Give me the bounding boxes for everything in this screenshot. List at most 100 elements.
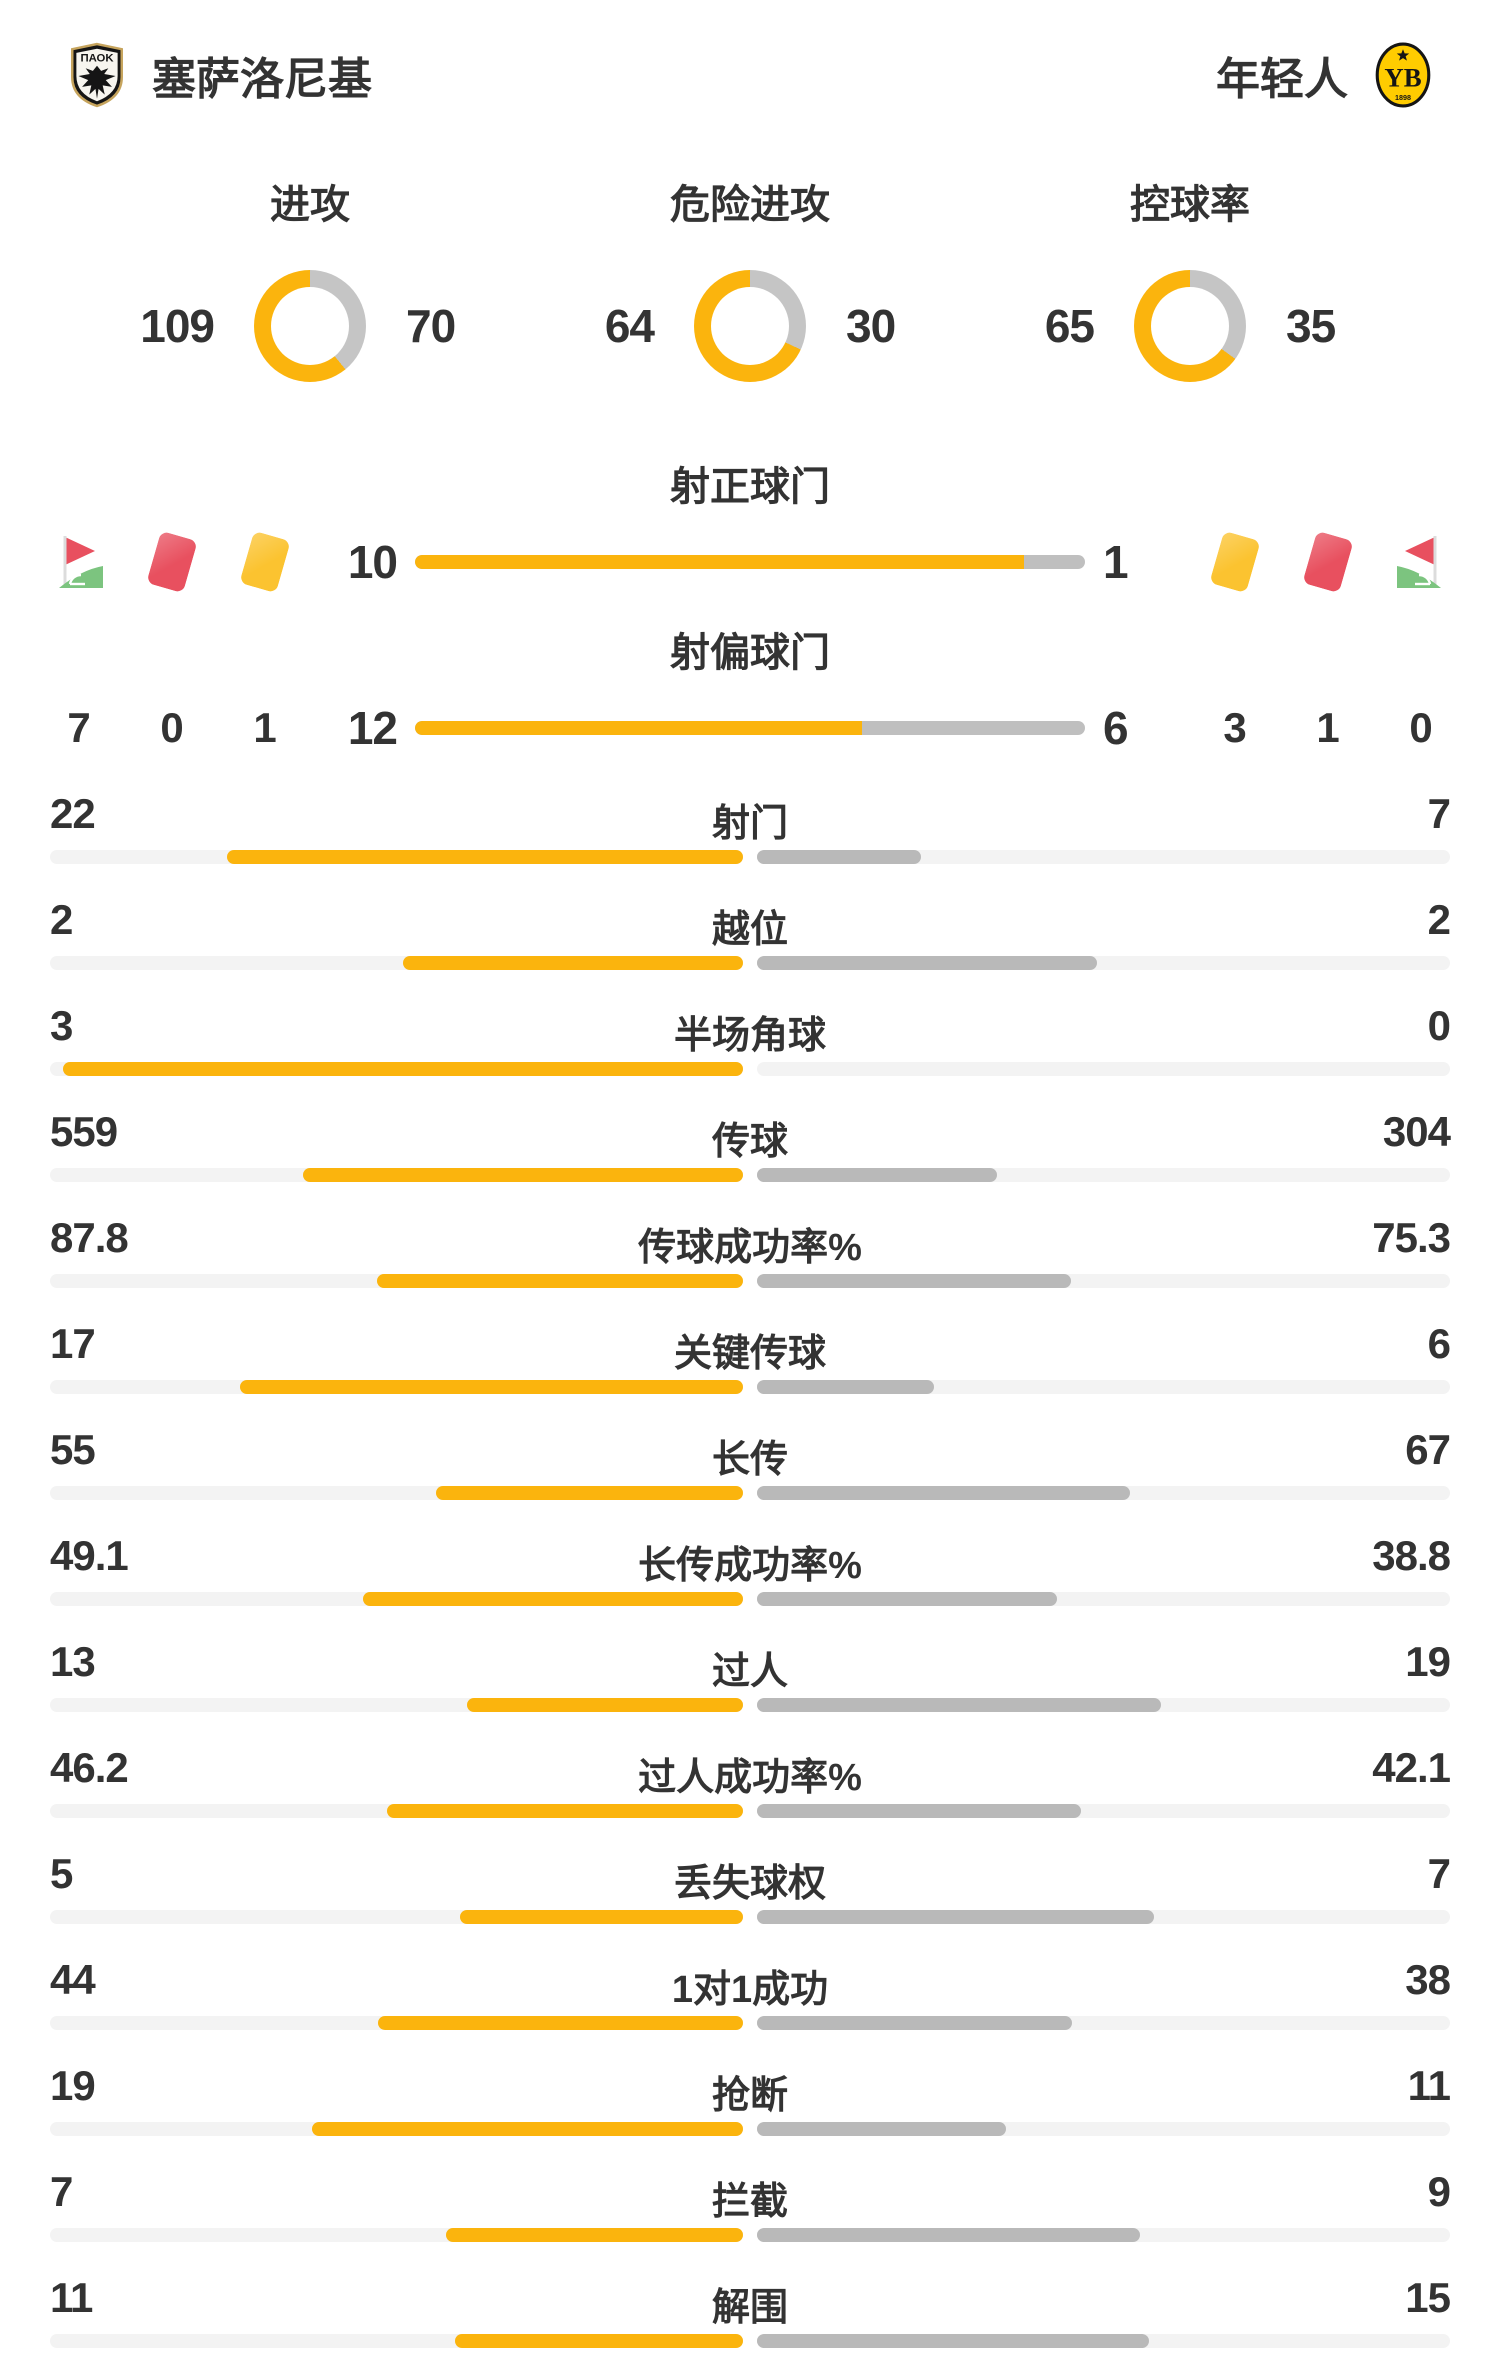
donut-label: 控球率	[1130, 183, 1250, 227]
stat-bar-away-fill	[757, 1168, 997, 1182]
stat-row: 13 过人 19	[0, 1632, 1500, 1738]
stat-bar-home-fill	[403, 956, 743, 970]
stat-bar-track-right	[757, 850, 1450, 864]
stat-label: 关键传球	[673, 1333, 826, 1375]
stat-home-value: 7	[50, 2168, 73, 2215]
stat-bar-away-fill	[757, 1910, 1154, 1924]
stat-bar-away-fill	[757, 2228, 1140, 2242]
stat-home-value: 46.2	[50, 1744, 129, 1791]
away-red-card-count: 1	[1316, 704, 1340, 751]
stat-row: 2 越位 2	[0, 890, 1500, 996]
stat-label: 长传成功率%	[638, 1545, 862, 1587]
donut-ring	[694, 270, 806, 382]
donut-away-value: 70	[406, 300, 456, 352]
stat-bar-home-fill	[363, 1592, 743, 1606]
donut-group: 控球率 65 35	[970, 172, 1410, 382]
shots-off-target-away-value: 6	[1103, 702, 1129, 754]
stat-bar-away-fill	[757, 850, 922, 864]
stat-bar-home-fill	[376, 1274, 743, 1288]
stat-label: 越位	[711, 909, 788, 951]
stat-away-value: 6	[1427, 1320, 1451, 1367]
donut-ring	[254, 270, 366, 382]
stat-bar	[50, 1168, 1450, 1182]
yb-crest-monogram: YB	[1384, 62, 1421, 92]
discipline-home-values: 7 0 1	[47, 704, 297, 752]
donut-home-value: 64	[604, 300, 655, 352]
stat-bar-home-fill	[436, 1486, 743, 1500]
stat-bar	[50, 1910, 1450, 1924]
stats-list: 22 射门 7 2 越位 2 3 半场角球 0	[0, 784, 1500, 2374]
stat-away-value: 0	[1427, 1002, 1451, 1049]
stat-bar-away-fill	[757, 2016, 1073, 2030]
stat-bar-home-fill	[63, 1062, 743, 1076]
stat-away-value: 38.8	[1372, 1532, 1451, 1579]
stat-home-value: 44	[50, 1956, 96, 2003]
stat-label: 传球	[711, 1121, 788, 1163]
stat-bar-away-fill	[757, 1380, 935, 1394]
stat-away-value: 38	[1405, 1956, 1451, 2003]
stat-bar-home-fill	[302, 1168, 743, 1182]
stat-bar-home-fill	[466, 1698, 743, 1712]
stat-bar-home-fill	[378, 2016, 743, 2030]
stat-home-value: 13	[50, 1638, 96, 1685]
stat-home-value: 5	[50, 1850, 73, 1897]
stat-bar-away-fill	[757, 1698, 1161, 1712]
home-team-block: ΠΑΟΚ 塞萨洛尼基	[68, 42, 372, 108]
stat-bar-track-right	[757, 1062, 1450, 1076]
shots-section: 射正球门 10 1	[0, 454, 1500, 760]
stat-bar	[50, 2016, 1450, 2030]
stat-bar-away-fill	[757, 1804, 1082, 1818]
stat-row: 22 射门 7	[0, 784, 1500, 890]
stat-bar	[50, 1274, 1450, 1288]
stat-bar	[50, 1062, 1450, 1076]
stat-bar	[50, 1804, 1450, 1818]
stat-away-value: 9	[1427, 2168, 1451, 2215]
stat-label: 半场角球	[673, 1015, 826, 1057]
cards-away-block	[1203, 530, 1453, 594]
shots-off-target-bar-fill	[415, 721, 862, 735]
corner-flag-icon	[59, 536, 103, 588]
stat-bar-home-fill	[312, 2122, 743, 2136]
stat-bar-away-fill	[757, 2122, 1007, 2136]
home-yellow-card-count: 1	[253, 704, 277, 751]
stat-row: 11 解围 15	[0, 2268, 1500, 2374]
donut-home-value: 65	[1044, 300, 1095, 352]
red-card-icon	[146, 530, 198, 594]
stat-away-value: 19	[1405, 1638, 1451, 1685]
stat-bar-home-fill	[445, 2228, 743, 2242]
stat-home-value: 11	[50, 2274, 93, 2321]
stat-row: 17 关键传球 6	[0, 1314, 1500, 1420]
home-corner-count: 7	[67, 704, 91, 751]
stat-bar	[50, 1592, 1450, 1606]
stat-label: 过人	[711, 1651, 788, 1693]
stat-row: 7 拦截 9	[0, 2162, 1500, 2268]
stat-bar-home-fill	[459, 1910, 743, 1924]
stat-row: 3 半场角球 0	[0, 996, 1500, 1102]
stat-away-value: 75.3	[1372, 1214, 1451, 1261]
yb-crest-year: 1898	[1395, 93, 1411, 102]
discipline-away-values: 3 1 0	[1203, 704, 1453, 752]
stat-away-value: 304	[1382, 1108, 1451, 1155]
stat-bar	[50, 850, 1450, 864]
donut-group: 进攻 109 70	[90, 172, 530, 382]
stat-bar-away-fill	[757, 1486, 1131, 1500]
red-card-icon	[1302, 530, 1354, 594]
stat-bar-away-fill	[757, 1592, 1058, 1606]
stat-bar-away-fill	[757, 2334, 1150, 2348]
stat-row: 559 传球 304	[0, 1102, 1500, 1208]
donut-section: 进攻 109 70 危险进攻 64 30 控球率 65 35	[0, 172, 1500, 382]
stat-row: 49.1 长传成功率% 38.8	[0, 1526, 1500, 1632]
stat-bar	[50, 1380, 1450, 1394]
stat-home-value: 22	[50, 790, 96, 837]
stat-label: 拦截	[711, 2181, 788, 2223]
shots-on-target-away-value: 1	[1103, 536, 1129, 588]
away-team-name: 年轻人	[1216, 55, 1348, 104]
stat-away-value: 7	[1427, 1850, 1451, 1897]
stat-bar	[50, 1486, 1450, 1500]
donut-away-value: 35	[1286, 300, 1336, 352]
stat-bar-home-fill	[227, 850, 743, 864]
donut-home-value: 109	[140, 300, 215, 352]
away-team-block: 年轻人 YB 1898	[1216, 42, 1432, 108]
stat-home-value: 17	[50, 1320, 96, 1367]
stat-label: 丢失球权	[673, 1863, 826, 1905]
